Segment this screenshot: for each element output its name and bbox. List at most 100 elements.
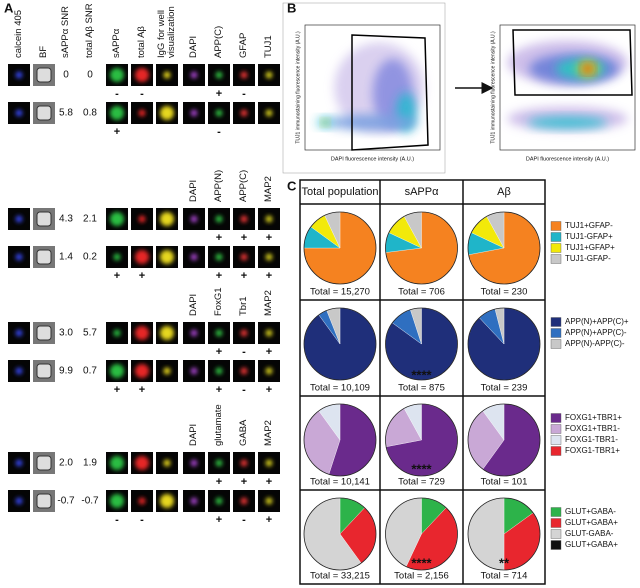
column-header: Aβ [497,186,511,198]
density [582,64,593,73]
thumbnail-signal [160,326,174,340]
thumbnail-signal [135,68,149,82]
sign: + [216,476,222,488]
snr-value: 0.8 [83,108,97,119]
sign: + [216,88,222,100]
snr-value: 3.0 [59,328,73,339]
legend-swatch [550,518,562,528]
legend-swatch [550,446,562,456]
sign: - [242,384,246,396]
total-count: Total = 101 [481,477,528,488]
significance: **** [411,367,432,382]
thumbnail-signal [265,71,273,79]
column-header: calcein 405 [13,9,24,58]
thumbnail-signal [190,253,198,261]
column-header: APP(C) [213,25,224,58]
pie-outline [467,307,541,381]
legend-swatch [550,317,562,327]
thumbnail-signal [240,367,248,375]
sign: + [216,514,222,526]
gate [512,29,633,96]
significance: **** [411,555,432,570]
thumbnail-signal [265,459,273,467]
thumbnail-signal [240,459,248,467]
column-header: MAP2 [263,176,274,202]
total-count: Total = 706 [398,287,445,298]
thumbnail-signal [215,109,223,117]
significance: ** [499,555,510,570]
thumbnail-signal [240,71,248,79]
snr-value: 1.4 [59,252,73,263]
density [322,119,329,126]
legend-label: APP(N)+APP(C)+ [565,317,629,326]
thumbnail-signal [190,459,198,467]
thumbnail-signal [265,329,273,337]
legend-label: APP(N)+APP(C)- [565,328,627,337]
legend-label: GLUT+GABA+ [565,518,618,527]
pie-outline [385,497,458,571]
thumbnail-signal [138,109,146,117]
thumbnail-signal [240,253,248,261]
snr-value: 1.9 [83,458,97,469]
legend-label: GLUT+GABA- [565,507,616,516]
snr-value: 4.3 [59,214,73,225]
legend-swatch [550,529,562,539]
thumbnail-signal [15,329,23,337]
y-axis-label: TUJ1 immunostaining fluorescence intensi… [295,31,301,144]
sign: + [216,270,222,282]
column-header: APP(C) [238,169,249,202]
thumbnail-signal [135,250,149,264]
thumbnail-signal [265,497,273,505]
thumbnail-well [36,211,52,227]
column-header: BF [38,45,49,58]
legend-swatch [550,254,562,264]
thumbnail-signal [135,364,149,378]
density [327,114,418,131]
column-header: Total population [301,186,378,198]
thumbnail-signal [163,459,171,467]
legend-label: GLUT+GABA+ [565,540,618,549]
thumbnail-signal [160,250,174,264]
column-header: MAP2 [263,290,274,316]
legend-swatch [550,232,562,242]
legend-swatch [550,507,562,517]
snr-value: 5.7 [83,328,97,339]
legend-swatch [550,221,562,231]
sign: + [114,384,120,396]
column-header: GFAP [238,32,249,58]
legend-label: APP(N)-APP(C)- [565,339,625,348]
sign: + [266,514,272,526]
total-count: Total = 33,215 [310,571,370,582]
thumbnail-signal [15,367,23,375]
thumbnail-signal [190,329,198,337]
snr-value: 2.0 [59,458,73,469]
thumbnail-signal [215,215,223,223]
snr-value: -0.7 [57,496,75,507]
sign: + [241,476,247,488]
sign: + [266,384,272,396]
legend-swatch [550,424,562,434]
pie-outline [467,403,541,477]
snr-value: -0.7 [81,496,99,507]
column-header: DAPI [188,423,199,446]
thumbnail-well [36,455,52,471]
legend-label: TUJ1+GFAP- [565,221,613,230]
thumbnail-signal [110,106,124,120]
legend-label: FOXG1-TBR1+ [565,446,620,455]
column-header: DAPI [188,179,199,202]
snr-value: 2.1 [83,214,97,225]
total-count: Total = 230 [481,287,528,298]
thumbnail-signal [15,253,23,261]
thumbnail-signal [240,215,248,223]
legend-label: TUJ1-GFAP+ [565,232,613,241]
sign: + [266,232,272,244]
thumbnail-signal [113,253,121,261]
thumbnail-signal [110,68,124,82]
total-count: Total = 875 [398,383,445,394]
column-header: TUJ1 [263,35,274,58]
table-frame [299,179,546,585]
sign: + [241,232,247,244]
x-axis-label: DAPI fluorescence intensity (A.U.) [526,156,609,162]
snr-value: 9.9 [59,366,73,377]
